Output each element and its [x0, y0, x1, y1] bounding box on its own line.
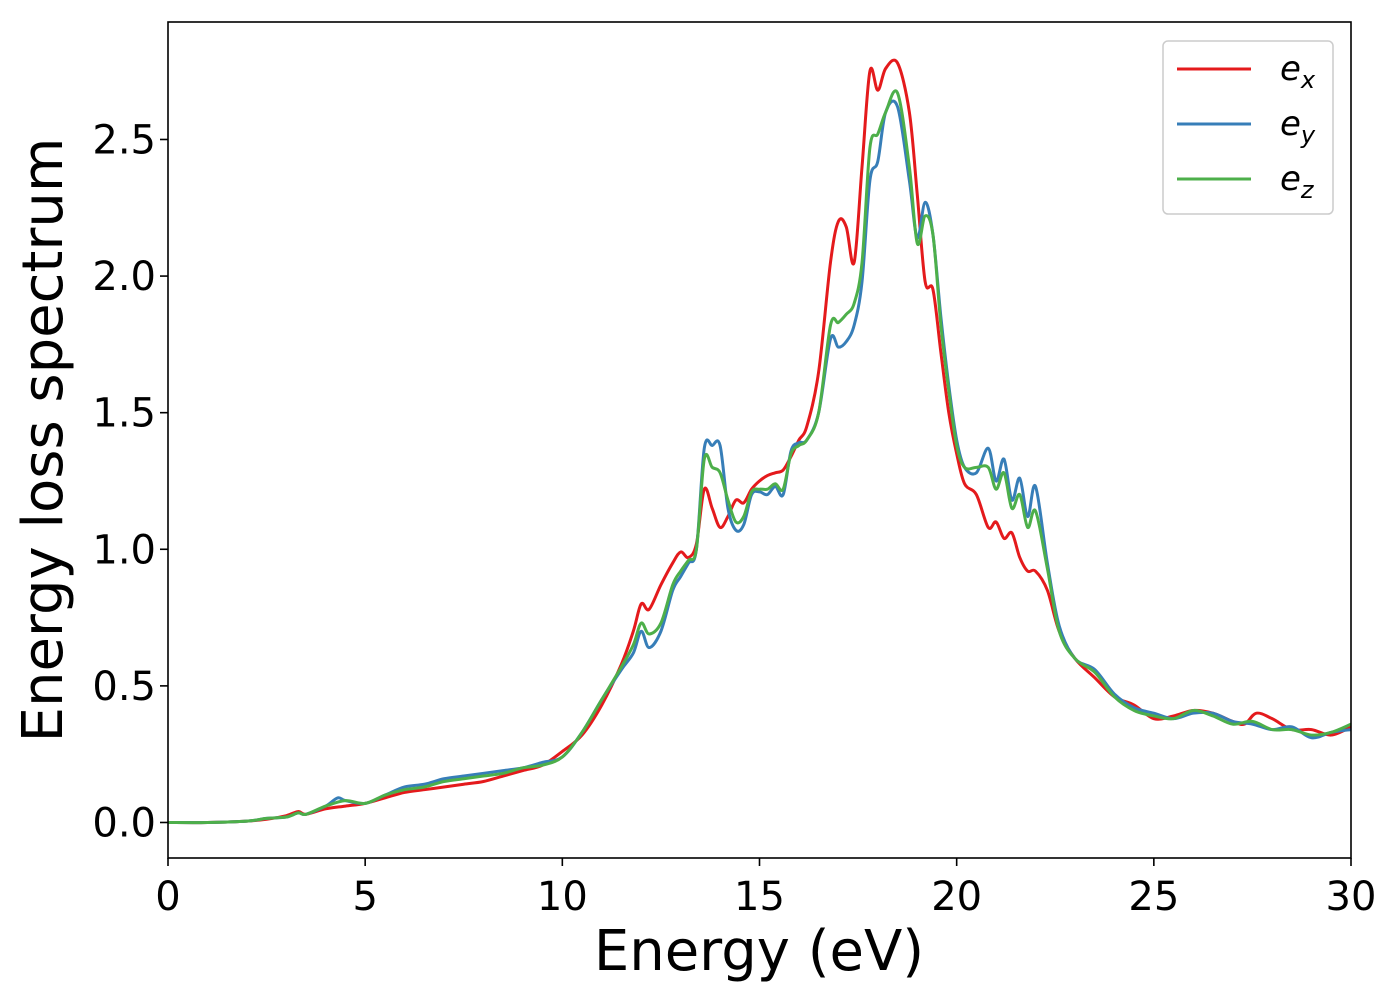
plot-lines	[167, 58, 1352, 825]
y-tick-label: 2.0	[92, 254, 156, 300]
x-tick-label: 25	[1128, 874, 1179, 920]
legend-label-x: ex	[1280, 49, 1316, 94]
y-tick-label: 0.0	[92, 800, 156, 846]
legend: ex ey ez	[1162, 40, 1334, 215]
x-axis: 0 5 10 15 20 25 30	[155, 858, 1376, 920]
y-tick-label: 1.5	[92, 391, 156, 437]
x-tick-label: 20	[931, 874, 982, 920]
x-tick-label: 15	[734, 874, 785, 920]
legend-label-z: ez	[1280, 159, 1315, 204]
x-tick-label: 10	[537, 874, 588, 920]
x-tick-label: 30	[1326, 874, 1377, 920]
legend-label-y: ey	[1280, 104, 1316, 149]
y-axis: 0.0 0.5 1.0 1.5 2.0 2.5	[92, 117, 168, 846]
y-tick-label: 0.5	[92, 664, 156, 710]
series-line-z	[167, 89, 1352, 825]
y-tick-label: 2.5	[92, 117, 156, 163]
x-tick-label: 5	[352, 874, 377, 920]
legend-box	[1162, 40, 1334, 215]
x-axis-title: Energy (eV)	[594, 919, 924, 984]
y-tick-label: 1.0	[92, 527, 156, 573]
x-tick-label: 0	[155, 874, 180, 920]
y-axis-title: Energy loss spectrum	[11, 138, 76, 743]
